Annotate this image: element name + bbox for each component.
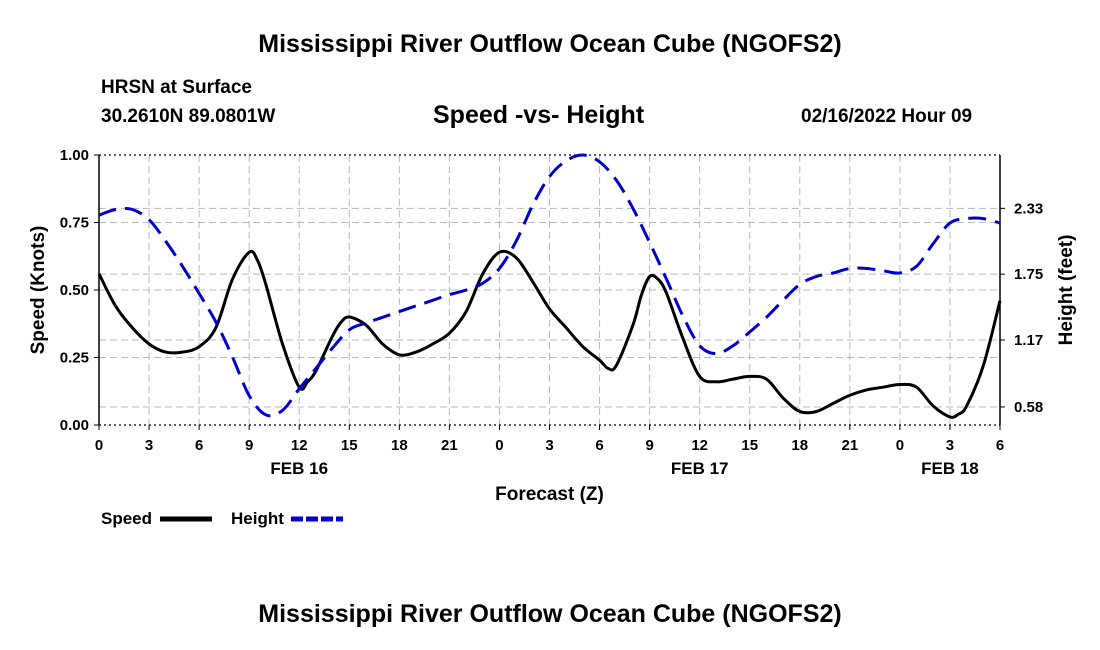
x-tick-label: 3: [145, 437, 153, 454]
x-tick-label: 18: [791, 437, 808, 454]
x-tick-label: 6: [996, 437, 1004, 454]
speed-series-line: [97, 249, 1002, 419]
y2-tick-label: 1.75: [1014, 266, 1043, 283]
y-tick-label: 1.00: [60, 147, 89, 164]
chart-title: Mississippi River Outflow Ocean Cube (NG…: [258, 30, 842, 58]
y2-tick-label: 1.17: [1014, 332, 1043, 349]
day-label: FEB 17: [671, 459, 729, 478]
forecast-datetime: 02/16/2022 Hour 09: [801, 106, 973, 127]
day-label: FEB 16: [270, 459, 328, 478]
height-series-line: [98, 153, 1001, 418]
station-coordinates: 30.2610N 89.0801W: [101, 106, 276, 127]
station-name: HRSN at Surface: [101, 77, 252, 98]
x-tick-label: 21: [841, 437, 858, 454]
x-tick-label: 0: [495, 437, 503, 454]
x-tick-label: 12: [291, 437, 308, 454]
y-tick-label: 0.50: [60, 282, 89, 299]
y-axis-label: Speed (Knots): [28, 226, 49, 355]
x-tick-label: 3: [545, 437, 553, 454]
x-axis-label: Forecast (Z): [495, 484, 604, 505]
y-tick-label: 0.00: [60, 417, 89, 434]
y-tick-label: 0.75: [60, 215, 89, 232]
x-tick-label: 6: [595, 437, 603, 454]
x-tick-label: 18: [391, 437, 408, 454]
y2-tick-label: 2.33: [1014, 200, 1043, 217]
x-tick-label: 21: [441, 437, 458, 454]
legend-speed-label: Speed: [101, 509, 153, 528]
x-tick-label: 0: [896, 437, 904, 454]
legend-height-label: Height: [231, 509, 284, 528]
y2-axis-label: Height (feet): [1056, 235, 1077, 346]
y-tick-label: 0.25: [60, 350, 89, 367]
day-label: FEB 18: [921, 459, 979, 478]
x-tick-label: 0: [95, 437, 103, 454]
x-tick-label: 6: [195, 437, 203, 454]
x-tick-label: 9: [245, 437, 253, 454]
footer-title: Mississippi River Outflow Ocean Cube (NG…: [258, 600, 842, 628]
x-tick-label: 12: [691, 437, 708, 454]
chart-subtitle: Speed -vs- Height: [433, 101, 645, 129]
x-tick-label: 9: [645, 437, 653, 454]
y2-tick-label: 0.58: [1014, 399, 1043, 416]
x-tick-label: 3: [946, 437, 954, 454]
x-tick-label: 15: [341, 437, 358, 454]
x-tick-label: 15: [741, 437, 758, 454]
